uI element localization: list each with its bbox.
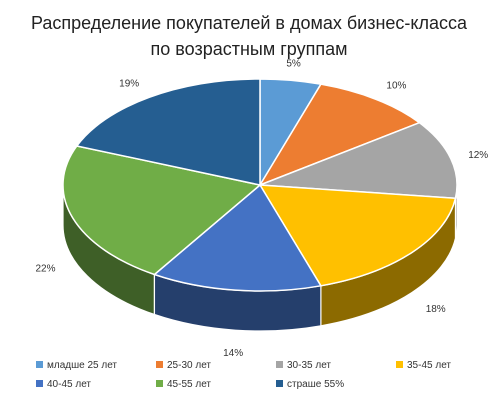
legend-swatch xyxy=(156,380,163,387)
legend-item-6: 45-55 лет xyxy=(156,379,211,391)
legend-label: 45-55 лет xyxy=(167,379,211,390)
pie-data-labels: 5% 10% 12% 18% 14% 22% 19% xyxy=(35,59,488,360)
legend-swatch xyxy=(36,361,43,368)
legend-item-3: 30-35 лет xyxy=(276,360,331,372)
legend-item-7: страше 55% xyxy=(276,379,344,391)
chart-title-line-1: Распределение покупателей в домах бизнес… xyxy=(30,13,468,33)
legend-item-4: 35-45 лет xyxy=(396,360,451,372)
pie-label-1: 5% xyxy=(286,59,301,70)
legend-label: страше 55% xyxy=(287,379,345,390)
pie-label-4: 18% xyxy=(426,304,446,315)
chart-title-line-2: по возрастным группам xyxy=(150,39,348,59)
legend-label: 35-45 лет xyxy=(407,360,451,371)
legend-swatch xyxy=(36,380,43,387)
pie-top-faces xyxy=(62,78,458,292)
legend-swatch xyxy=(396,361,403,368)
pie-slice-6 xyxy=(62,145,262,276)
legend-swatch xyxy=(276,380,283,387)
legend-item-2: 25-30 лет xyxy=(156,360,211,372)
legend-item-5: 40-45 лет xyxy=(36,379,91,391)
legend-label: 25-30 лет xyxy=(167,360,211,371)
legend-label: 40-45 лет xyxy=(47,379,91,390)
pie-label-6: 22% xyxy=(35,263,55,274)
legend-label: младше 25 лет xyxy=(47,360,118,371)
pie-slice-5 xyxy=(152,183,323,292)
pie-label-3: 12% xyxy=(468,150,488,161)
pie-slice-3 xyxy=(259,121,458,200)
pie-slice-7 xyxy=(75,78,261,186)
pie-label-5: 14% xyxy=(223,348,243,359)
legend-label: 30-35 лет xyxy=(287,360,331,371)
legend-swatch xyxy=(156,361,163,368)
pie-slice-2 xyxy=(258,83,421,187)
pie-label-2: 10% xyxy=(386,81,406,92)
legend-item-1: младше 25 лет xyxy=(36,360,117,372)
legend-swatch xyxy=(276,361,283,368)
pie-label-7: 19% xyxy=(119,78,139,89)
chart-title: Распределение покупателей в домах бизнес… xyxy=(0,10,498,62)
pie-slice-4 xyxy=(258,184,457,287)
